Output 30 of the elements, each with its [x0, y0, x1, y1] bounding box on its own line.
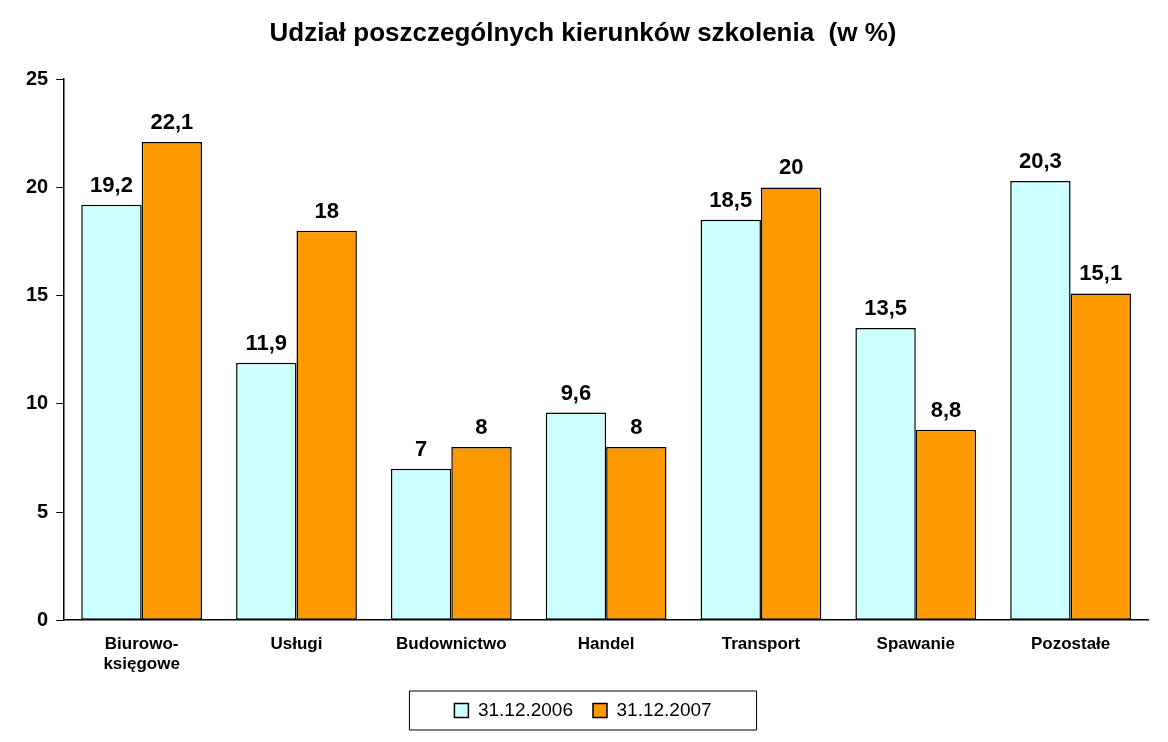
- x-tick-label: Spawanie: [876, 634, 955, 654]
- y-tick-label: 20: [26, 174, 49, 197]
- data-label: 7: [414, 435, 428, 461]
- legend-label: 31.12.2006: [477, 698, 573, 720]
- chart-title: Udział poszczególnych kierunków szkolenia (w %): [269, 16, 897, 47]
- data-label: 13,5: [864, 295, 907, 321]
- data-label: 8: [475, 414, 488, 440]
- data-label: 9,6: [560, 379, 592, 405]
- y-tick-label: 0: [37, 607, 49, 630]
- y-tick-label: 25: [26, 66, 49, 89]
- data-label: 15,1: [1079, 260, 1123, 286]
- data-label: 18: [314, 197, 339, 223]
- y-tick-label: 10: [26, 391, 49, 414]
- x-tick-label: Transport: [721, 634, 801, 654]
- data-label: 8,8: [930, 396, 962, 422]
- x-tick-label: Handel: [577, 634, 635, 654]
- data-label: 19,2: [90, 171, 133, 197]
- legend-label: 31.12.2007: [616, 698, 712, 720]
- x-tick-label: Biurowo-księgowe: [103, 634, 180, 674]
- data-label: 20: [778, 154, 804, 180]
- y-tick-label: 15: [26, 283, 49, 306]
- data-label: 20,3: [1018, 147, 1062, 173]
- data-label: 22,1: [150, 109, 194, 135]
- data-label: 8: [630, 414, 643, 440]
- x-tick-label: Pozostałe: [1030, 634, 1111, 654]
- y-tick-label: 5: [37, 499, 49, 522]
- data-label: 11,9: [245, 329, 288, 355]
- data-label: 18,5: [709, 186, 753, 212]
- x-tick-label: Budownictwo: [396, 634, 507, 654]
- x-tick-label: Usługi: [270, 634, 323, 654]
